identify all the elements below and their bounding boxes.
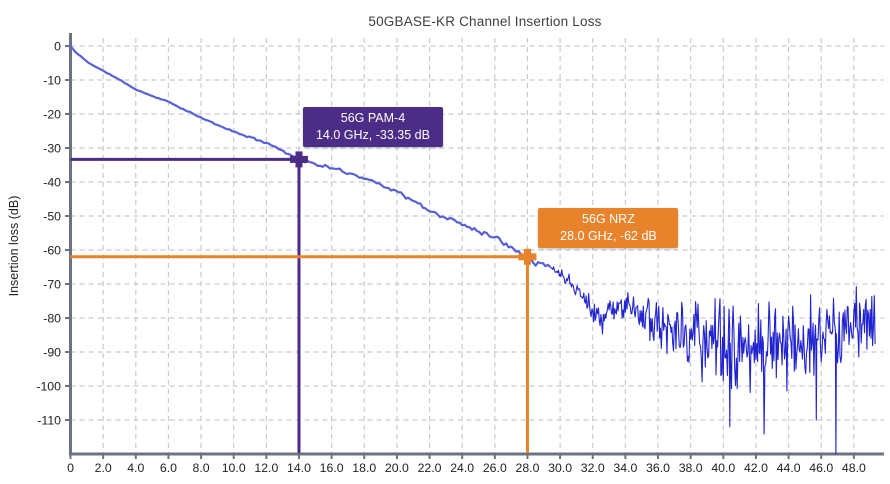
annotation-series-name: 56G PAM-4 — [340, 111, 406, 126]
svg-text:6.0: 6.0 — [160, 461, 177, 475]
svg-text:4.0: 4.0 — [127, 461, 144, 475]
svg-text:44.0: 44.0 — [777, 461, 801, 475]
svg-text:-50: -50 — [43, 209, 61, 223]
svg-text:24.0: 24.0 — [450, 461, 474, 475]
svg-text:42.0: 42.0 — [744, 461, 768, 475]
svg-text:0: 0 — [67, 461, 74, 475]
svg-text:12.0: 12.0 — [254, 461, 278, 475]
svg-text:8.0: 8.0 — [193, 461, 210, 475]
svg-text:20.0: 20.0 — [385, 461, 409, 475]
svg-text:32.0: 32.0 — [581, 461, 605, 475]
svg-text:2.0: 2.0 — [95, 461, 112, 475]
svg-text:18.0: 18.0 — [352, 461, 376, 475]
svg-text:48.0: 48.0 — [842, 461, 866, 475]
svg-text:-60: -60 — [43, 243, 61, 257]
svg-text:38.0: 38.0 — [679, 461, 703, 475]
svg-text:16.0: 16.0 — [320, 461, 344, 475]
axis-tick-labels: 0 2.0 4.0 6.0 8.0 10.0 12.0 14.0 16.0 18.0 20.0 22.… — [36, 39, 866, 475]
svg-text:10.0: 10.0 — [222, 461, 246, 475]
svg-text:-40: -40 — [43, 175, 61, 189]
annotation-nrz-marker-label[interactable]: 56G NRZ 28.0 GHz, -62 dB — [538, 207, 679, 248]
insertion-loss-curve — [69, 45, 876, 455]
grid-lines — [70, 38, 884, 454]
svg-text:34.0: 34.0 — [613, 461, 637, 475]
svg-text:22.0: 22.0 — [418, 461, 442, 475]
annotation-value: 28.0 GHz, -62 dB — [560, 228, 657, 243]
svg-text:36.0: 36.0 — [646, 461, 670, 475]
crosshair-markers — [70, 151, 537, 453]
svg-text:26.0: 26.0 — [483, 461, 507, 475]
svg-text:-80: -80 — [43, 311, 61, 325]
svg-text:14.0: 14.0 — [287, 461, 311, 475]
svg-text:40.0: 40.0 — [711, 461, 735, 475]
svg-text:-70: -70 — [43, 277, 61, 291]
svg-text:-90: -90 — [43, 345, 61, 359]
svg-text:-110: -110 — [37, 413, 61, 427]
svg-text:-100: -100 — [36, 379, 61, 393]
svg-text:46.0: 46.0 — [809, 461, 833, 475]
annotation-pam4-marker-label[interactable]: 56G PAM-4 14.0 GHz, -33.35 dB — [302, 107, 443, 148]
svg-text:30.0: 30.0 — [548, 461, 572, 475]
svg-text:0: 0 — [54, 39, 61, 53]
annotation-value: 14.0 GHz, -33.35 dB — [315, 128, 430, 143]
annotation-series-name: 56G NRZ — [582, 211, 635, 226]
svg-text:28.0: 28.0 — [515, 461, 539, 475]
svg-text:-10: -10 — [43, 73, 61, 87]
svg-text:-30: -30 — [43, 141, 61, 155]
axes — [65, 33, 884, 459]
svg-text:-20: -20 — [43, 107, 61, 121]
chart-title: 50GBASE-KR Channel Insertion Loss — [368, 14, 602, 29]
